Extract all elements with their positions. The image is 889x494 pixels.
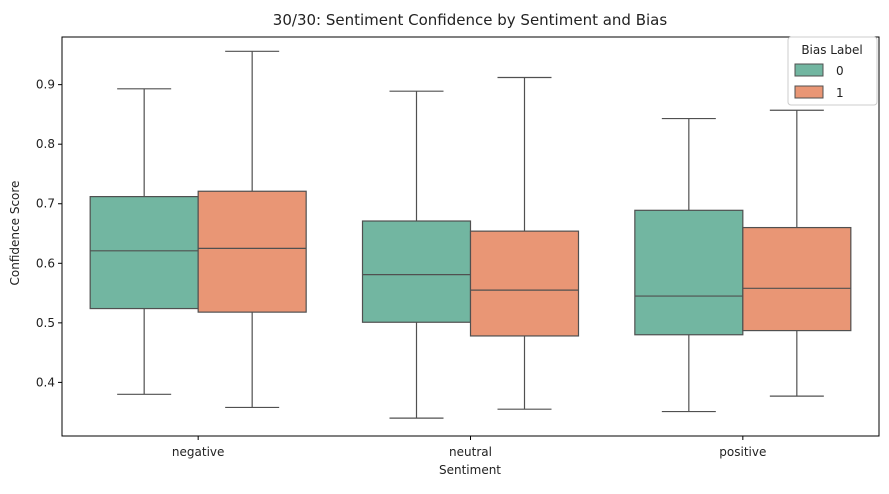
legend-entry-label: 1	[836, 86, 844, 100]
y-tick-label: 0.9	[36, 78, 55, 92]
y-tick-label: 0.7	[36, 197, 55, 211]
box-iqr	[469, 230, 580, 337]
legend: Bias Label 0 1	[787, 36, 878, 106]
box-iqr	[361, 220, 472, 323]
legend-swatch	[794, 85, 824, 99]
box-iqr	[742, 226, 852, 332]
y-tick-label: 0.6	[36, 256, 55, 270]
box-iqr	[197, 190, 307, 313]
y-tick-label: 0.4	[36, 375, 55, 389]
box-iqr	[634, 209, 744, 336]
x-tick-label: negative	[172, 445, 224, 459]
x-axis-label: Sentiment	[439, 463, 501, 477]
y-axis-label: Confidence Score	[8, 181, 22, 286]
legend-swatch	[794, 63, 824, 77]
box-iqr	[89, 196, 199, 310]
legend-entry-label: 0	[836, 64, 844, 78]
legend-title: Bias Label	[801, 43, 862, 57]
x-tick-label: positive	[719, 445, 766, 459]
y-tick-label: 0.8	[36, 137, 55, 151]
chart-title: 30/30: Sentiment Confidence by Sentiment…	[273, 11, 668, 29]
y-tick-label: 0.5	[36, 316, 55, 330]
plot-area: 0.4 0.5 0.6 0.7 0.8 0.9 negative neutral positiv…	[36, 36, 880, 459]
x-tick-label: neutral	[449, 445, 492, 459]
